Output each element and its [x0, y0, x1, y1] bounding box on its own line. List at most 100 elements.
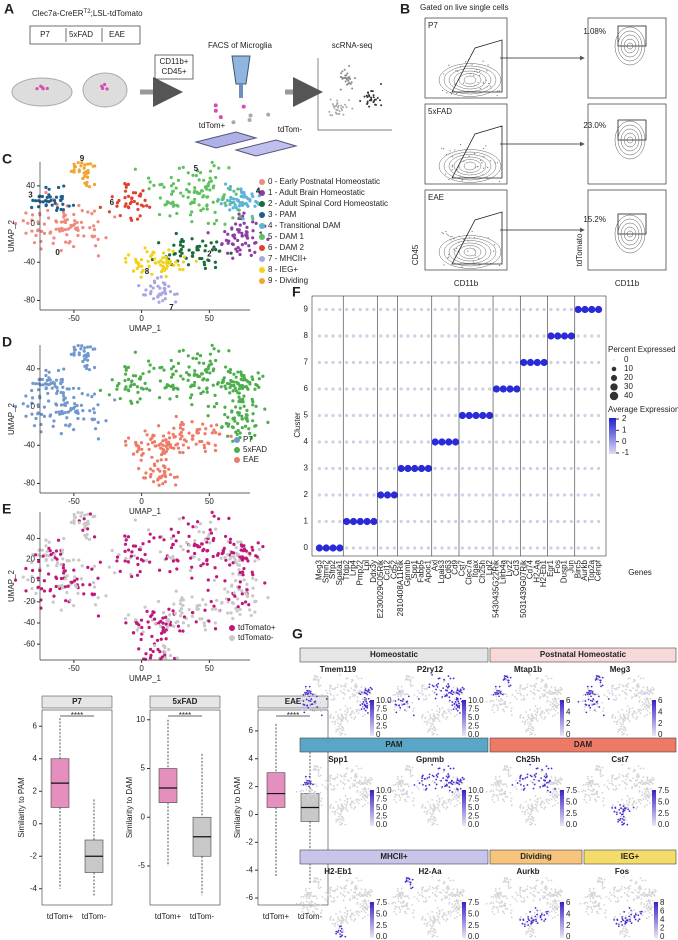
feature-point — [460, 703, 462, 706]
feature-point — [450, 780, 453, 783]
seq-dot — [347, 79, 350, 82]
umap-point — [47, 370, 51, 374]
legend-swatch — [259, 179, 265, 185]
umap-point — [205, 195, 209, 199]
feature-point — [458, 797, 461, 799]
umap-point — [245, 594, 250, 598]
feature-point — [587, 698, 590, 701]
umap-point — [60, 377, 64, 382]
umap-point — [230, 200, 234, 205]
umap-point — [130, 218, 134, 222]
cytometer-nozzle — [239, 84, 243, 98]
feature-point — [443, 783, 446, 785]
umap-point — [150, 272, 154, 276]
feature-point — [346, 720, 349, 722]
feature-point — [406, 783, 409, 786]
feature-point — [445, 779, 447, 782]
dot — [392, 334, 396, 338]
feature-point — [411, 766, 414, 769]
feature-point — [632, 680, 635, 683]
umap-point — [179, 374, 183, 378]
feature-point — [357, 767, 360, 770]
feature-point — [433, 806, 436, 808]
feature-point — [637, 708, 640, 711]
feature-point — [367, 787, 370, 790]
umap-point — [40, 587, 44, 591]
umap-point — [161, 434, 166, 438]
feature-point — [625, 778, 628, 781]
contour — [614, 26, 646, 66]
feature-point — [303, 794, 306, 796]
feature-point — [638, 800, 640, 803]
umap-point — [245, 202, 249, 206]
flow-event — [447, 234, 449, 236]
feature-point — [497, 799, 499, 801]
umap-point — [210, 248, 214, 252]
dot — [467, 546, 471, 550]
dot — [324, 519, 328, 524]
umap-point — [67, 204, 71, 208]
feature-point — [650, 691, 653, 694]
feature-point — [547, 781, 550, 784]
umap-point — [217, 432, 221, 436]
seq-dot — [344, 76, 347, 79]
y-tick-label: 6 — [33, 721, 38, 730]
brain-sketch — [11, 77, 73, 107]
feature-point — [301, 705, 304, 708]
umap-point — [86, 565, 90, 569]
umap-point — [214, 527, 218, 531]
feature-point — [358, 799, 361, 802]
umap-point — [226, 415, 230, 419]
feature-point — [530, 715, 533, 718]
feature-point — [351, 710, 354, 713]
dot — [576, 493, 580, 497]
feature-point — [367, 802, 369, 804]
umap-point — [135, 450, 139, 454]
dot — [596, 413, 601, 418]
dot — [372, 413, 376, 418]
umap-point — [227, 166, 231, 170]
umap-point — [193, 551, 197, 556]
feature-point — [601, 701, 604, 704]
feature-point — [619, 727, 622, 730]
feature-point — [532, 727, 535, 729]
dot — [392, 466, 396, 471]
dot — [433, 519, 437, 524]
flow-event — [459, 175, 461, 177]
feature-point — [607, 689, 609, 692]
feature-point — [642, 686, 645, 689]
feature-point — [433, 716, 436, 718]
feature-point — [592, 782, 594, 785]
dot — [508, 519, 512, 524]
feature-point — [429, 716, 432, 718]
umap-point — [254, 578, 258, 582]
contour — [617, 30, 643, 62]
feature-point — [408, 706, 411, 708]
feature-point — [584, 700, 587, 702]
contour — [620, 222, 640, 246]
feature-point — [321, 784, 324, 786]
feature-point — [519, 807, 522, 809]
gene-label: Fabp5 — [417, 559, 426, 582]
feature-point — [352, 694, 355, 697]
umap-point — [187, 543, 192, 547]
feature-point — [642, 708, 645, 711]
feature-point — [648, 794, 651, 797]
umap-point — [203, 368, 207, 372]
plate — [194, 131, 258, 149]
flow-event — [445, 153, 447, 156]
feature-point — [602, 707, 605, 710]
contour — [623, 38, 637, 54]
legend-label: EAE — [243, 455, 259, 464]
feature-point — [445, 712, 448, 715]
feature-point — [622, 713, 625, 716]
feature-point — [595, 791, 598, 793]
feature-point — [319, 676, 322, 679]
umap-point — [186, 263, 191, 267]
umap-point — [203, 266, 208, 271]
dot — [522, 307, 526, 312]
feature-point — [585, 704, 588, 706]
dot — [426, 493, 430, 497]
feature-point — [644, 701, 647, 703]
dot — [345, 307, 349, 312]
